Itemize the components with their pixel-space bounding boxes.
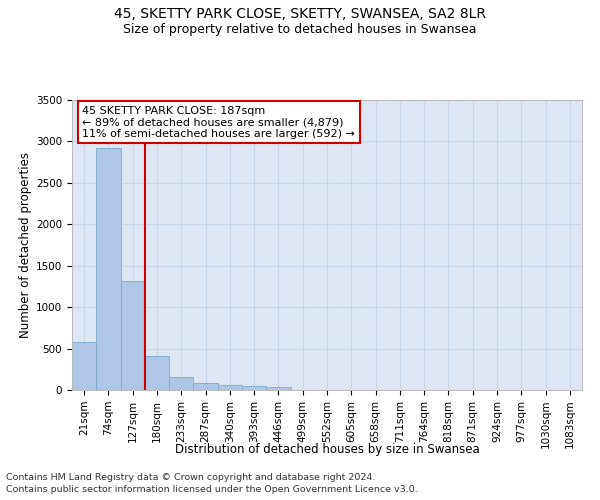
Bar	[96, 148, 121, 390]
Y-axis label: Number of detached properties: Number of detached properties	[19, 152, 32, 338]
Bar	[218, 385, 242, 390]
Bar	[242, 386, 266, 390]
Text: 45 SKETTY PARK CLOSE: 187sqm
← 89% of detached houses are smaller (4,879)
11% of: 45 SKETTY PARK CLOSE: 187sqm ← 89% of de…	[82, 106, 355, 139]
Text: 45, SKETTY PARK CLOSE, SKETTY, SWANSEA, SA2 8LR: 45, SKETTY PARK CLOSE, SKETTY, SWANSEA, …	[114, 8, 486, 22]
Bar	[145, 356, 169, 390]
Bar	[72, 342, 96, 390]
Text: Size of property relative to detached houses in Swansea: Size of property relative to detached ho…	[123, 22, 477, 36]
Text: Contains HM Land Registry data © Crown copyright and database right 2024.: Contains HM Land Registry data © Crown c…	[6, 472, 376, 482]
Text: Distribution of detached houses by size in Swansea: Distribution of detached houses by size …	[175, 442, 479, 456]
Text: Contains public sector information licensed under the Open Government Licence v3: Contains public sector information licen…	[6, 485, 418, 494]
Bar	[266, 386, 290, 390]
Bar	[121, 280, 145, 390]
Bar	[193, 384, 218, 390]
Bar	[169, 377, 193, 390]
